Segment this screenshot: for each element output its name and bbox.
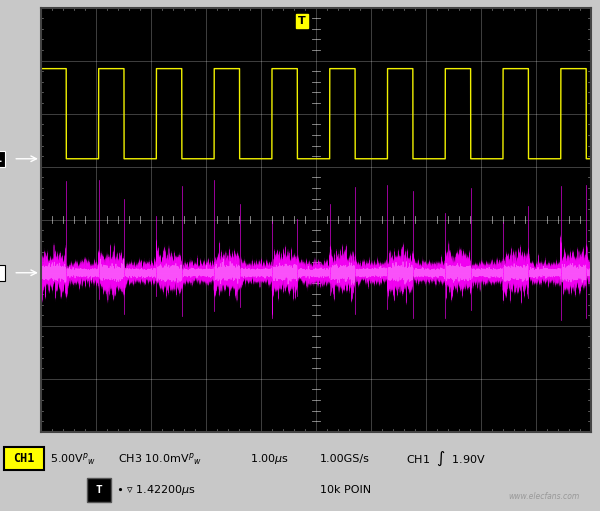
Text: 10k POIN: 10k POIN bbox=[320, 485, 371, 495]
Text: 1.00GS/s: 1.00GS/s bbox=[320, 454, 370, 463]
Text: CH1: CH1 bbox=[13, 452, 35, 465]
FancyBboxPatch shape bbox=[4, 447, 44, 471]
Text: 5.00V$^p$$_w$: 5.00V$^p$$_w$ bbox=[50, 451, 96, 467]
Text: 1.00$\mu$s: 1.00$\mu$s bbox=[250, 452, 289, 466]
Text: www.elecfans.com: www.elecfans.com bbox=[509, 492, 580, 501]
Text: 1: 1 bbox=[0, 154, 2, 164]
Text: $\bullet$ $\triangledown$ 1.42200$\mu$s: $\bullet$ $\triangledown$ 1.42200$\mu$s bbox=[116, 483, 196, 497]
Text: T: T bbox=[298, 16, 306, 26]
Text: CH3 10.0mV$\widehat{}$$^p$$_w$: CH3 10.0mV$\widehat{}$$^p$$_w$ bbox=[118, 451, 202, 467]
Text: CH1  $\int$  1.90V: CH1 $\int$ 1.90V bbox=[406, 450, 486, 468]
Text: T: T bbox=[95, 485, 103, 495]
Text: 2: 2 bbox=[0, 268, 2, 278]
FancyBboxPatch shape bbox=[87, 478, 111, 502]
